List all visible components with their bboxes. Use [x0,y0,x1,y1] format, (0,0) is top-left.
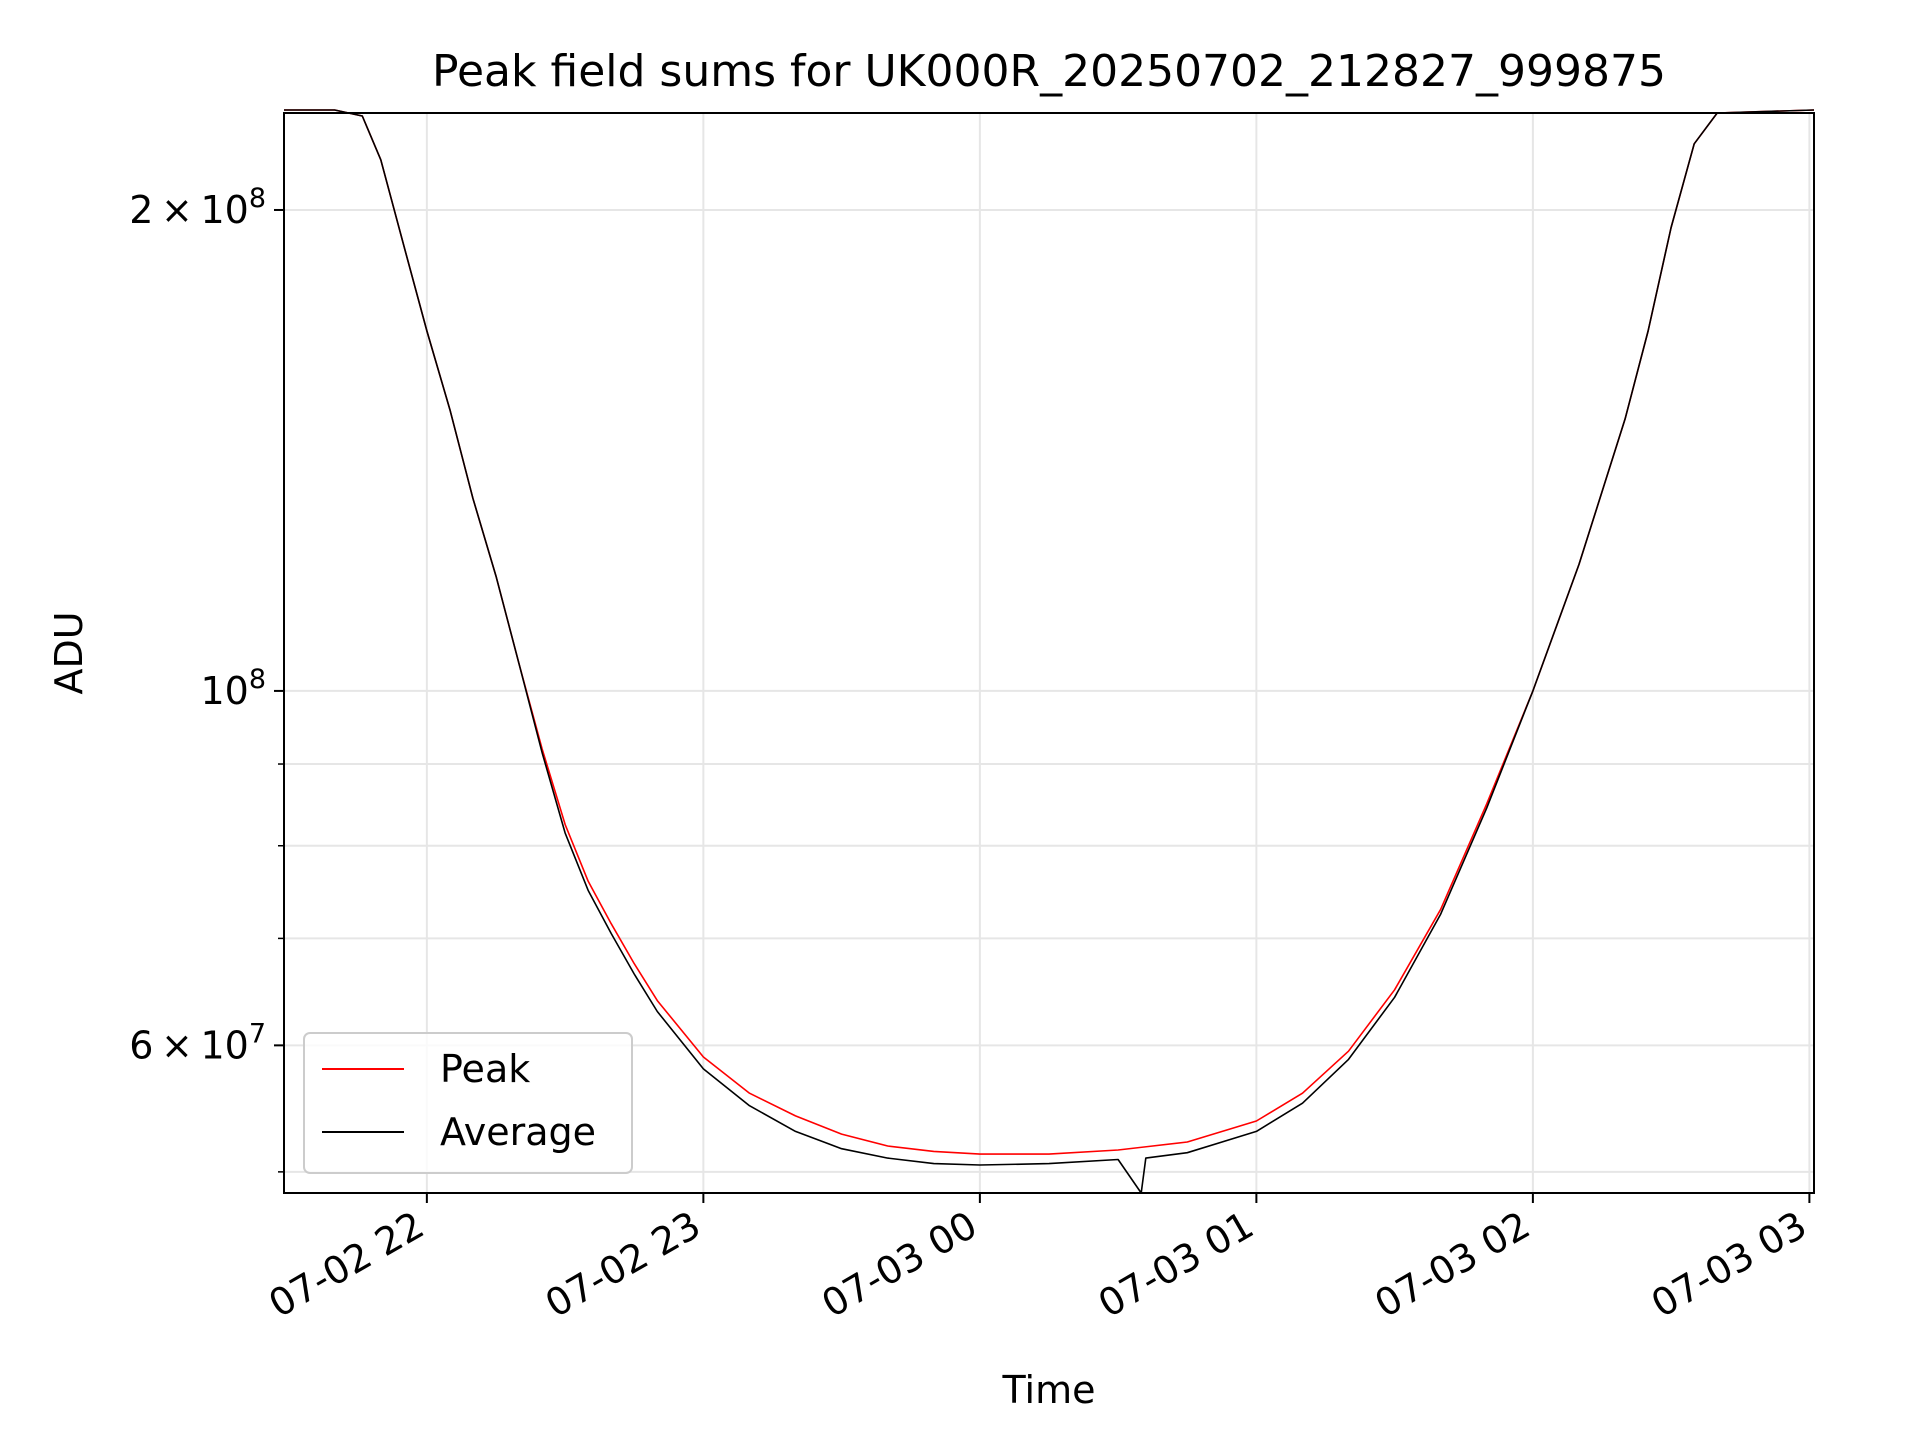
chart-title: Peak field sums for UK000R_20250702_2128… [432,46,1666,97]
series-line-average [284,109,1815,1194]
legend-label-average: Average [440,1110,596,1154]
plot-frame [283,112,1815,1194]
y-tick-label: 2 × 108 [129,183,266,232]
x-axis-label: Time [1002,1368,1096,1412]
legend-label-peak: Peak [440,1047,530,1091]
series-layer [284,109,1815,1194]
legend: Peak Average [303,1032,633,1174]
y-axis-label: ADU [47,611,91,694]
y-tick-label: 108 [200,664,266,713]
y-axis: 6 × 107 108 2 × 108 [129,183,284,1173]
grid [284,113,1814,1193]
y-tick-label: 6 × 107 [129,1018,266,1067]
